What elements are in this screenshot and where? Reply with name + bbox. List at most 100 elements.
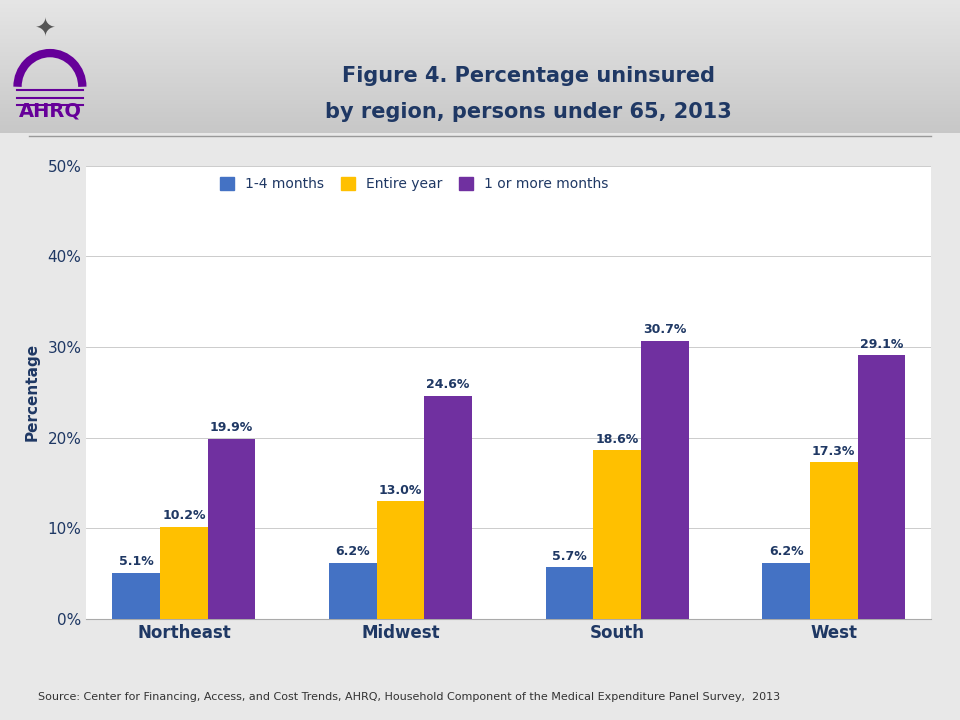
Bar [0, 4, 960, 5]
Text: 19.9%: 19.9% [210, 421, 253, 434]
Bar [0, 107, 960, 108]
Bar [0, 73, 960, 75]
Y-axis label: Percentage: Percentage [24, 343, 39, 441]
Bar [0, 16, 960, 17]
Bar [0, 67, 960, 68]
Bar [0, 100, 960, 102]
Bar [207, 438, 255, 619]
Text: 30.7%: 30.7% [643, 323, 686, 336]
Bar [0, 12, 960, 14]
Bar [0, 64, 960, 66]
Bar [0, 28, 960, 30]
Bar [0, 116, 960, 117]
Bar [0, 60, 960, 61]
Bar [0, 80, 960, 81]
Bar [0, 9, 960, 11]
Bar [0, 109, 960, 111]
Bar [0, 89, 960, 91]
Bar [0, 49, 960, 50]
Bar [0, 81, 960, 83]
Text: 29.1%: 29.1% [860, 338, 903, 351]
Bar [0, 22, 960, 24]
Bar [0, 111, 960, 112]
Bar [0, 56, 960, 58]
Bar [0, 128, 960, 129]
Bar [593, 451, 641, 619]
Bar [0, 14, 960, 16]
Bar [0, 37, 960, 39]
Bar [0, 35, 960, 36]
Bar [0, 85, 960, 86]
Bar [0, 25, 960, 27]
Bar [0, 53, 960, 55]
Bar [0, 0, 960, 1]
Text: Source: Center for Financing, Access, and Cost Trends, AHRQ, Household Component: Source: Center for Financing, Access, an… [38, 692, 780, 702]
Bar [0, 129, 960, 130]
Bar [0, 127, 960, 128]
Bar [0, 130, 960, 132]
Bar [376, 501, 424, 619]
Bar [0, 40, 960, 41]
Bar [0, 41, 960, 42]
Bar [0, 19, 960, 20]
Bar [0, 76, 960, 77]
Bar [0, 31, 960, 32]
Text: 6.2%: 6.2% [769, 546, 804, 559]
Bar [0, 114, 960, 116]
Bar [0, 36, 960, 37]
Bar [0, 69, 960, 71]
Text: 13.0%: 13.0% [379, 484, 422, 497]
Bar [0, 68, 960, 69]
Text: by region, persons under 65, 2013: by region, persons under 65, 2013 [324, 102, 732, 122]
Bar [0, 122, 960, 124]
Bar [0, 55, 960, 56]
Bar [0, 1, 960, 3]
Bar [0, 88, 960, 89]
Bar [0, 120, 960, 121]
Bar [810, 462, 857, 619]
Bar [0, 112, 960, 113]
Bar [0, 3, 960, 4]
Bar [0, 17, 960, 19]
Bar [0, 33, 960, 35]
Text: AHRQ: AHRQ [18, 102, 82, 121]
Bar [0, 93, 960, 94]
Text: 10.2%: 10.2% [162, 509, 205, 522]
Bar [0, 91, 960, 92]
Bar [0, 71, 960, 72]
Bar [0, 42, 960, 44]
Bar [0, 78, 960, 80]
Bar [0, 24, 960, 25]
Text: ✦: ✦ [36, 17, 56, 41]
Bar [0, 45, 960, 47]
Text: Figure 4. Percentage uninsured: Figure 4. Percentage uninsured [342, 66, 714, 86]
Text: 17.3%: 17.3% [812, 445, 855, 458]
Bar [0, 48, 960, 49]
Bar [0, 84, 960, 85]
Bar [0, 32, 960, 33]
Text: 24.6%: 24.6% [426, 379, 469, 392]
Bar [762, 563, 810, 619]
Bar [0, 104, 960, 105]
Bar [0, 108, 960, 109]
Bar [0, 94, 960, 96]
Bar [0, 5, 960, 6]
Bar [160, 526, 207, 619]
Bar [0, 102, 960, 104]
Bar [0, 75, 960, 76]
Bar [0, 44, 960, 45]
Bar [0, 97, 960, 99]
Bar [0, 77, 960, 78]
Bar [0, 121, 960, 122]
Bar [0, 86, 960, 88]
Bar [112, 573, 160, 619]
Bar [0, 113, 960, 114]
Bar [0, 66, 960, 67]
Bar [0, 92, 960, 93]
Bar [0, 8, 960, 9]
Text: 5.1%: 5.1% [119, 555, 154, 568]
Bar [0, 124, 960, 125]
Bar [857, 355, 905, 619]
Legend: 1-4 months, Entire year, 1 or more months: 1-4 months, Entire year, 1 or more month… [220, 177, 608, 191]
Bar [0, 6, 960, 8]
